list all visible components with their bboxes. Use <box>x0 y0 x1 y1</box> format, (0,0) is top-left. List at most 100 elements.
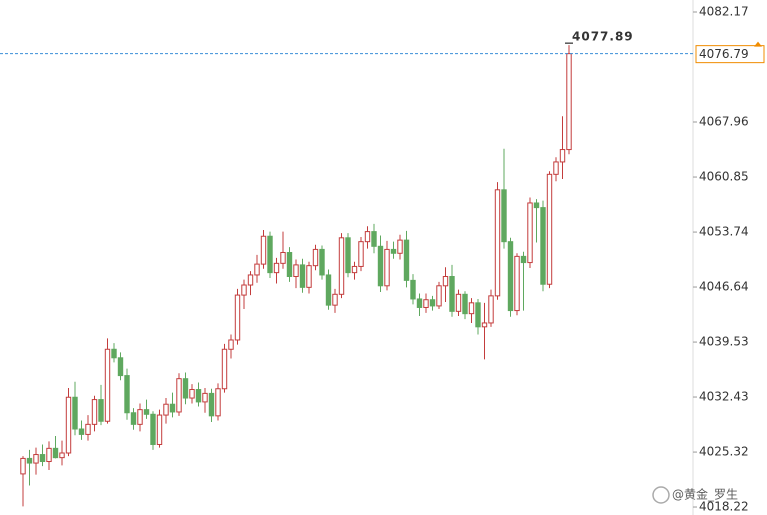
candle-body <box>501 189 507 243</box>
candle-body <box>319 248 325 276</box>
last-price-label: 4076.79 <box>699 47 749 61</box>
candle-body <box>384 248 390 287</box>
y-tick-label: 4046.64 <box>699 280 749 294</box>
candle-body <box>540 207 546 285</box>
y-tick-label: 4025.32 <box>699 445 749 459</box>
candle-body <box>494 189 501 297</box>
candle-body <box>364 231 371 243</box>
candle-body <box>293 264 299 278</box>
candle-body <box>299 264 306 288</box>
candle-body <box>423 299 429 308</box>
candle-body <box>208 392 215 417</box>
candle-body <box>156 414 163 445</box>
candle-body <box>475 302 481 328</box>
candle-body <box>20 457 26 475</box>
candle-body <box>26 457 33 464</box>
candle-body <box>403 239 410 281</box>
candle-body <box>527 202 533 264</box>
candle-body <box>221 348 228 390</box>
high-annotation: 4077.89 <box>572 30 634 44</box>
candle-body <box>559 149 566 163</box>
candle-body <box>39 454 46 463</box>
candle-body <box>33 454 39 464</box>
candle-body <box>117 357 124 377</box>
last-price-box <box>695 45 765 64</box>
candle-body <box>377 245 384 287</box>
candle-body <box>85 423 91 435</box>
candle-body <box>130 412 137 425</box>
candle-body <box>358 241 364 267</box>
candle-body <box>143 409 150 415</box>
candle-body <box>111 348 117 359</box>
candle-body <box>481 322 488 328</box>
candle-body <box>228 339 234 350</box>
candle-body <box>163 403 169 416</box>
candle-body <box>507 241 514 312</box>
candle-body <box>546 173 553 285</box>
candle-body <box>488 295 494 324</box>
candle-body <box>442 276 449 287</box>
candle-body <box>46 447 52 463</box>
watermark-logo <box>652 486 670 504</box>
candle-body <box>416 298 423 308</box>
y-tick-label: 4032.43 <box>699 390 749 404</box>
candle-body <box>52 447 59 459</box>
candle-body <box>397 239 403 254</box>
last-price-arrow <box>754 41 762 47</box>
candle-body <box>98 399 104 422</box>
candle-body <box>533 202 540 209</box>
candle-body <box>371 231 377 247</box>
candle-body <box>286 252 293 278</box>
candle-body <box>520 255 527 264</box>
candle-body <box>338 237 345 295</box>
candle-body <box>104 348 111 422</box>
y-tick-label: 4067.96 <box>699 114 749 128</box>
candle-body <box>390 248 397 254</box>
y-tick-label: 4053.74 <box>699 225 749 239</box>
y-tick-label: 4039.53 <box>699 335 749 349</box>
candle-body <box>306 265 312 288</box>
candle-body <box>150 413 156 445</box>
candle-body <box>189 389 195 399</box>
candle-body <box>176 378 182 413</box>
candle-body <box>247 274 254 286</box>
candle-body <box>72 396 78 430</box>
candle-body <box>273 262 280 274</box>
candle-body <box>78 428 85 435</box>
candle-body <box>351 265 358 274</box>
candle-body <box>462 293 468 315</box>
candle-body <box>514 255 520 312</box>
candle-body <box>436 285 442 307</box>
candle-body <box>169 403 176 413</box>
candle-body <box>332 293 338 306</box>
candle-body <box>59 452 65 459</box>
y-tick-label: 4082.17 <box>699 4 749 18</box>
candle-body <box>215 388 221 417</box>
y-tick-label: 4060.85 <box>699 170 749 184</box>
candle-body <box>345 237 351 274</box>
candle-body <box>429 299 436 307</box>
candle-body <box>65 396 72 454</box>
candle-body <box>455 293 462 312</box>
candle-body <box>267 235 273 274</box>
candle-body <box>182 378 189 399</box>
candle-body <box>124 375 130 414</box>
candle-body <box>137 409 143 425</box>
candle-body <box>280 252 286 264</box>
candle-body <box>566 53 572 151</box>
watermark: @黄金_罗生 <box>672 487 738 502</box>
y-tick-label: 4018.22 <box>699 500 749 514</box>
candle-body <box>202 392 208 403</box>
candle-body <box>241 284 247 296</box>
candle-body <box>234 294 241 341</box>
candle-body <box>449 276 455 312</box>
candle-body <box>468 302 475 315</box>
candle-body <box>254 263 260 276</box>
candle-body <box>260 235 267 265</box>
candle-body <box>91 399 98 425</box>
candle-body <box>195 389 202 403</box>
candle-body <box>410 279 416 300</box>
candle-body <box>553 161 559 175</box>
candle-body <box>325 274 332 306</box>
